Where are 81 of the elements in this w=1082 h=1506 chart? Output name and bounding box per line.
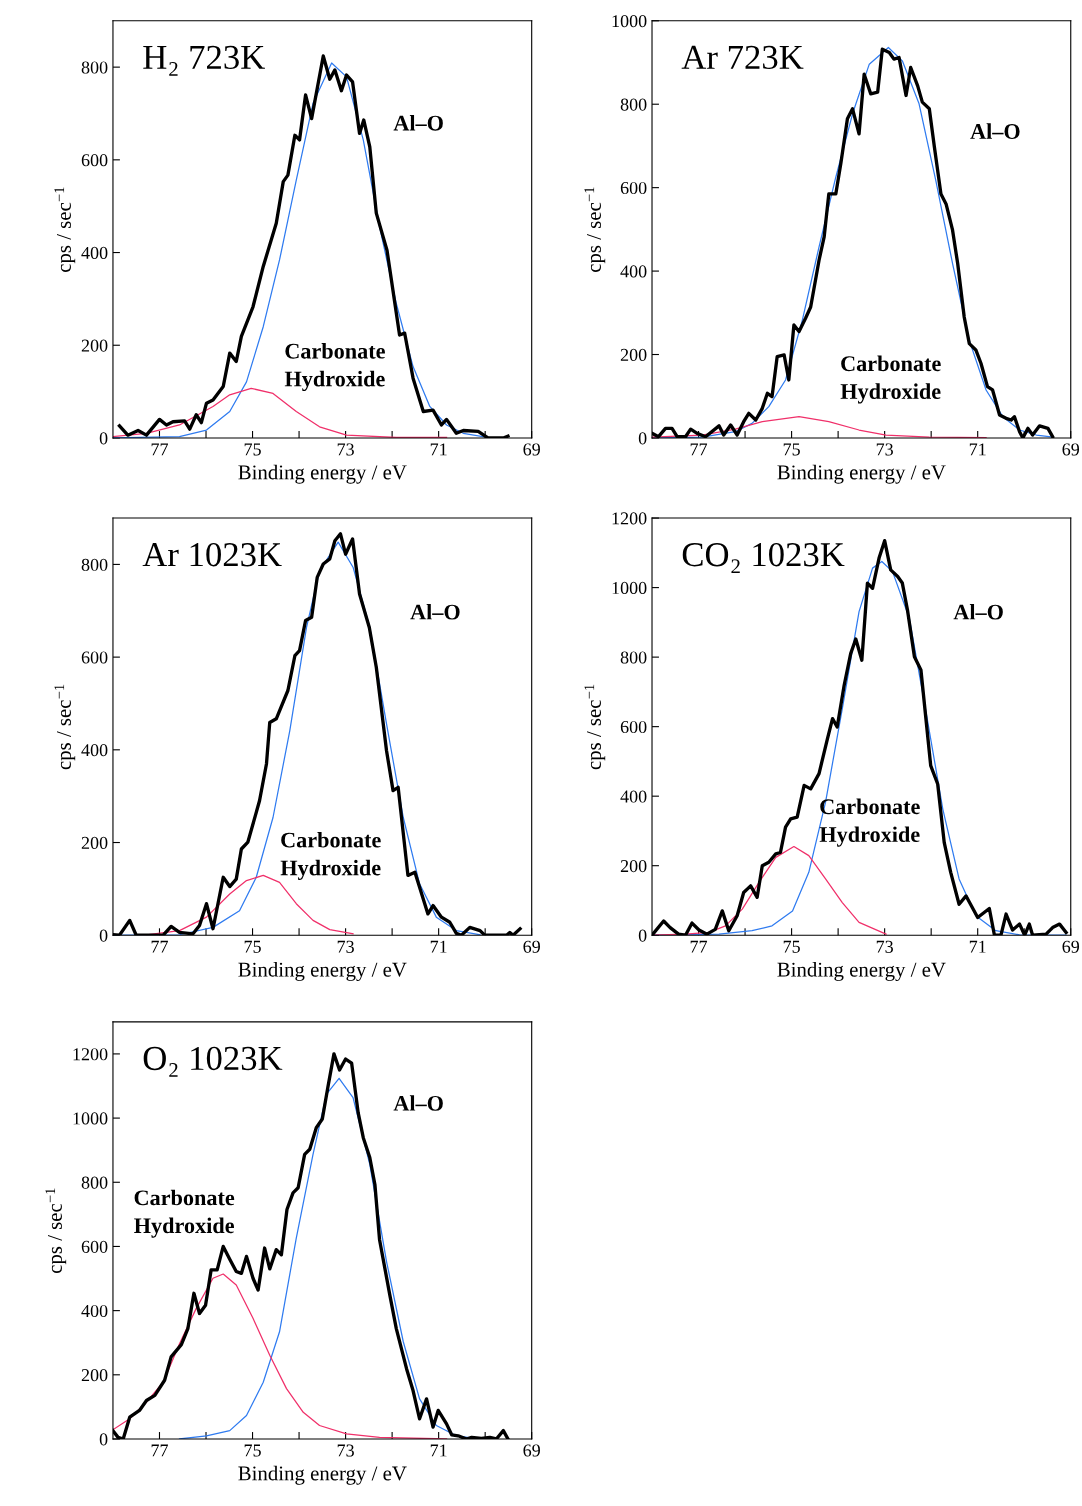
y-tick-label: 0 bbox=[99, 432, 108, 445]
annotation: Al–O bbox=[953, 603, 1003, 620]
x-tick-label: 69 bbox=[1062, 443, 1080, 456]
y-tick-label: 1200 bbox=[73, 1048, 108, 1061]
x-tick-label: 75 bbox=[244, 940, 261, 953]
x-tick-label: 75 bbox=[244, 443, 261, 456]
y-tick-label: 1200 bbox=[612, 512, 647, 525]
y-tick-label: 400 bbox=[81, 1304, 108, 1318]
x-tick-label: 73 bbox=[876, 443, 893, 456]
y-tick-label: 600 bbox=[81, 1240, 108, 1253]
y-tick-label: 1000 bbox=[73, 1112, 108, 1125]
annotation: Carbonate Hydroxide bbox=[840, 355, 941, 404]
x-tick-label: 77 bbox=[690, 940, 708, 953]
x-axis-title: Binding energy / eV bbox=[238, 464, 407, 484]
y-tick-label: 800 bbox=[620, 651, 647, 664]
y-axis-title: cps / sec$^{−1}$ bbox=[584, 187, 606, 273]
x-tick-label: 75 bbox=[244, 1444, 261, 1457]
y-tick-label: 800 bbox=[620, 98, 647, 111]
y-tick-label: 0 bbox=[99, 929, 108, 942]
x-axis-title: Binding energy / eV bbox=[777, 962, 946, 981]
y-tick-label: 600 bbox=[81, 651, 108, 664]
text: Ar 723K bbox=[681, 45, 804, 70]
x-tick-label: 71 bbox=[430, 443, 447, 456]
x-tick-label: 73 bbox=[337, 940, 354, 953]
x-tick-label: 71 bbox=[969, 940, 986, 953]
text: O₂ 1023K bbox=[143, 1046, 283, 1077]
y-axis-title: cps / sec$^{−1}$ bbox=[54, 187, 76, 273]
x-tick-label: 69 bbox=[523, 443, 540, 456]
annotation: Al–O bbox=[393, 1095, 443, 1111]
y-tick-label: 800 bbox=[81, 558, 108, 571]
x-tick-label: 71 bbox=[969, 443, 986, 456]
x-axis-title: Binding energy / eV bbox=[238, 962, 407, 981]
x-tick-label: 69 bbox=[1062, 940, 1080, 953]
y-tick-label: 600 bbox=[81, 154, 108, 167]
y-axis-title: cps / sec$^{−1}$ bbox=[54, 684, 76, 770]
x-tick-label: 69 bbox=[523, 940, 540, 953]
annotation: Carbonate Hydroxide bbox=[134, 1189, 235, 1238]
y-axis-title: cps / sec$^{−1}$ bbox=[45, 1188, 67, 1274]
x-tick-label: 69 bbox=[523, 1444, 540, 1457]
text: CO₂ 1023K bbox=[682, 542, 845, 574]
y-tick-label: 200 bbox=[620, 348, 647, 361]
y-tick-label: 400 bbox=[620, 790, 647, 803]
annotation: Al–O bbox=[970, 123, 1020, 139]
x-tick-label: 73 bbox=[876, 940, 893, 953]
x-tick-label: 77 bbox=[151, 940, 168, 953]
y-tick-label: 200 bbox=[81, 339, 108, 352]
x-tick-label: 75 bbox=[783, 940, 800, 953]
y-tick-label: 800 bbox=[81, 1176, 108, 1189]
x-tick-label: 73 bbox=[337, 1444, 354, 1457]
text: H₂ 723K bbox=[143, 45, 265, 76]
x-tick-label: 71 bbox=[430, 1444, 447, 1457]
text: Ar 1023K bbox=[142, 542, 282, 567]
annotation: Carbonate Hydroxide bbox=[280, 831, 381, 880]
annotation: Al–O bbox=[393, 115, 443, 131]
y-tick-label: 200 bbox=[620, 859, 647, 873]
x-tick-label: 77 bbox=[151, 443, 168, 456]
y-tick-label: 0 bbox=[638, 432, 647, 445]
y-tick-label: 400 bbox=[81, 744, 108, 757]
x-axis-title: Binding energy / eV bbox=[777, 464, 946, 484]
y-axis-title: cps / sec$^{−1}$ bbox=[584, 684, 606, 770]
y-tick-label: 800 bbox=[81, 61, 108, 74]
annotation: Carbonate Hydroxide bbox=[819, 798, 920, 847]
x-tick-label: 75 bbox=[783, 443, 800, 456]
line-series bbox=[652, 845, 887, 936]
y-tick-label: 0 bbox=[638, 929, 647, 942]
y-tick-label: 400 bbox=[81, 246, 108, 259]
y-tick-label: 200 bbox=[81, 1369, 108, 1382]
y-tick-label: 400 bbox=[620, 265, 647, 278]
annotation: Carbonate Hydroxide bbox=[284, 342, 385, 392]
x-tick-label: 77 bbox=[690, 443, 708, 456]
y-tick-label: 0 bbox=[99, 1433, 108, 1446]
y-tick-label: 600 bbox=[620, 720, 647, 734]
y-tick-label: 1000 bbox=[612, 581, 647, 595]
x-tick-label: 73 bbox=[337, 443, 354, 456]
annotation: Al–O bbox=[410, 603, 460, 620]
x-axis-title: Binding energy / eV bbox=[238, 1465, 407, 1485]
y-tick-label: 600 bbox=[620, 181, 647, 195]
y-tick-label: 200 bbox=[81, 836, 108, 849]
x-tick-label: 71 bbox=[430, 940, 447, 953]
y-tick-label: 1000 bbox=[612, 15, 647, 28]
x-tick-label: 77 bbox=[151, 1444, 168, 1457]
